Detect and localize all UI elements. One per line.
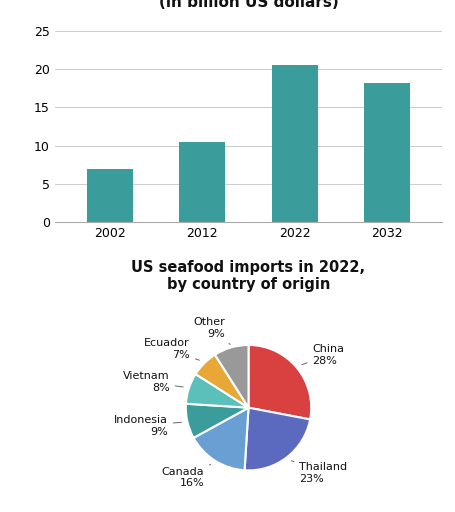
Text: Other
9%: Other 9% — [193, 317, 230, 345]
Wedge shape — [186, 374, 248, 408]
Wedge shape — [214, 345, 248, 408]
Wedge shape — [248, 345, 311, 419]
Bar — [179, 142, 225, 222]
Wedge shape — [195, 355, 248, 408]
Wedge shape — [185, 404, 248, 438]
Wedge shape — [193, 408, 248, 471]
Bar — [87, 168, 133, 222]
Text: Thailand
23%: Thailand 23% — [291, 461, 347, 484]
Text: Indonesia
9%: Indonesia 9% — [113, 415, 181, 437]
Title: US seafood imports
(in billion US dollars): US seafood imports (in billion US dollar… — [158, 0, 338, 10]
Bar — [363, 83, 409, 222]
Title: US seafood imports in 2022,
by country of origin: US seafood imports in 2022, by country o… — [131, 260, 365, 292]
Bar — [271, 65, 317, 222]
Text: China
28%: China 28% — [301, 344, 344, 366]
Wedge shape — [244, 408, 309, 471]
Text: Ecuador
7%: Ecuador 7% — [144, 338, 199, 360]
Text: Canada
16%: Canada 16% — [161, 464, 210, 488]
Text: Vietnam
8%: Vietnam 8% — [123, 371, 183, 393]
